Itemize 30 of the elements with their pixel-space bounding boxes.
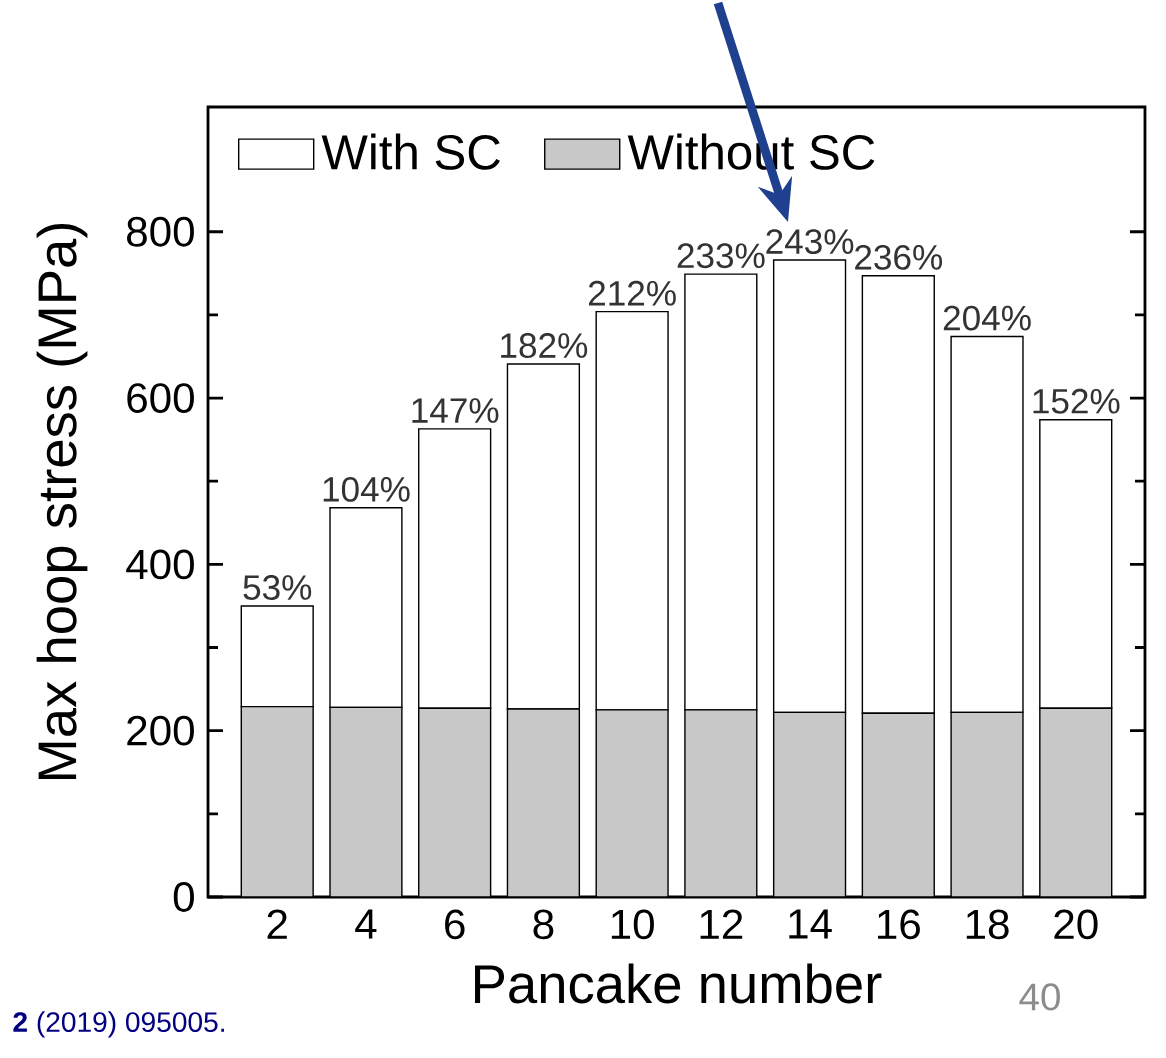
y-tick-label: 400 bbox=[126, 549, 194, 580]
annotation: 53% bbox=[243, 575, 312, 600]
annotation: 152% bbox=[1033, 388, 1120, 414]
annotation: 182% bbox=[501, 333, 588, 358]
annotation: 233% bbox=[677, 243, 765, 269]
x-tick-label: 4 bbox=[355, 909, 377, 939]
annotation: 212% bbox=[588, 280, 676, 306]
x-tick-label: 16 bbox=[878, 909, 920, 940]
annotation: 243% bbox=[766, 229, 854, 255]
x-tick-label: 14 bbox=[789, 909, 832, 939]
annotation: 104% bbox=[323, 476, 410, 502]
text: 2 (2019) 095005. bbox=[13, 1011, 224, 1038]
x-tick-label: 12 bbox=[700, 909, 743, 939]
x-tick-label: 6 bbox=[445, 909, 465, 940]
x-axis-title: Pancake number bbox=[475, 963, 882, 1004]
x-tick-label: 8 bbox=[533, 909, 554, 940]
y-tick-label: 200 bbox=[127, 715, 194, 746]
y-tick-label: 800 bbox=[127, 216, 194, 247]
annotation: 204% bbox=[943, 305, 1031, 331]
x-tick-label: 2 bbox=[267, 909, 287, 939]
annotation: 147% bbox=[412, 398, 499, 423]
text: 40 bbox=[1019, 983, 1060, 1011]
y-axis-title: Max hoop stress (MPa) bbox=[36, 223, 88, 780]
y-tick-label: 600 bbox=[127, 383, 194, 413]
annotation: 236% bbox=[855, 244, 943, 270]
y-tick-label: 0 bbox=[173, 882, 194, 912]
x-tick-label: 18 bbox=[966, 909, 1009, 940]
legend-label: With SC bbox=[321, 133, 500, 170]
x-tick-label: 10 bbox=[611, 909, 654, 940]
x-tick-label: 20 bbox=[1054, 909, 1098, 940]
